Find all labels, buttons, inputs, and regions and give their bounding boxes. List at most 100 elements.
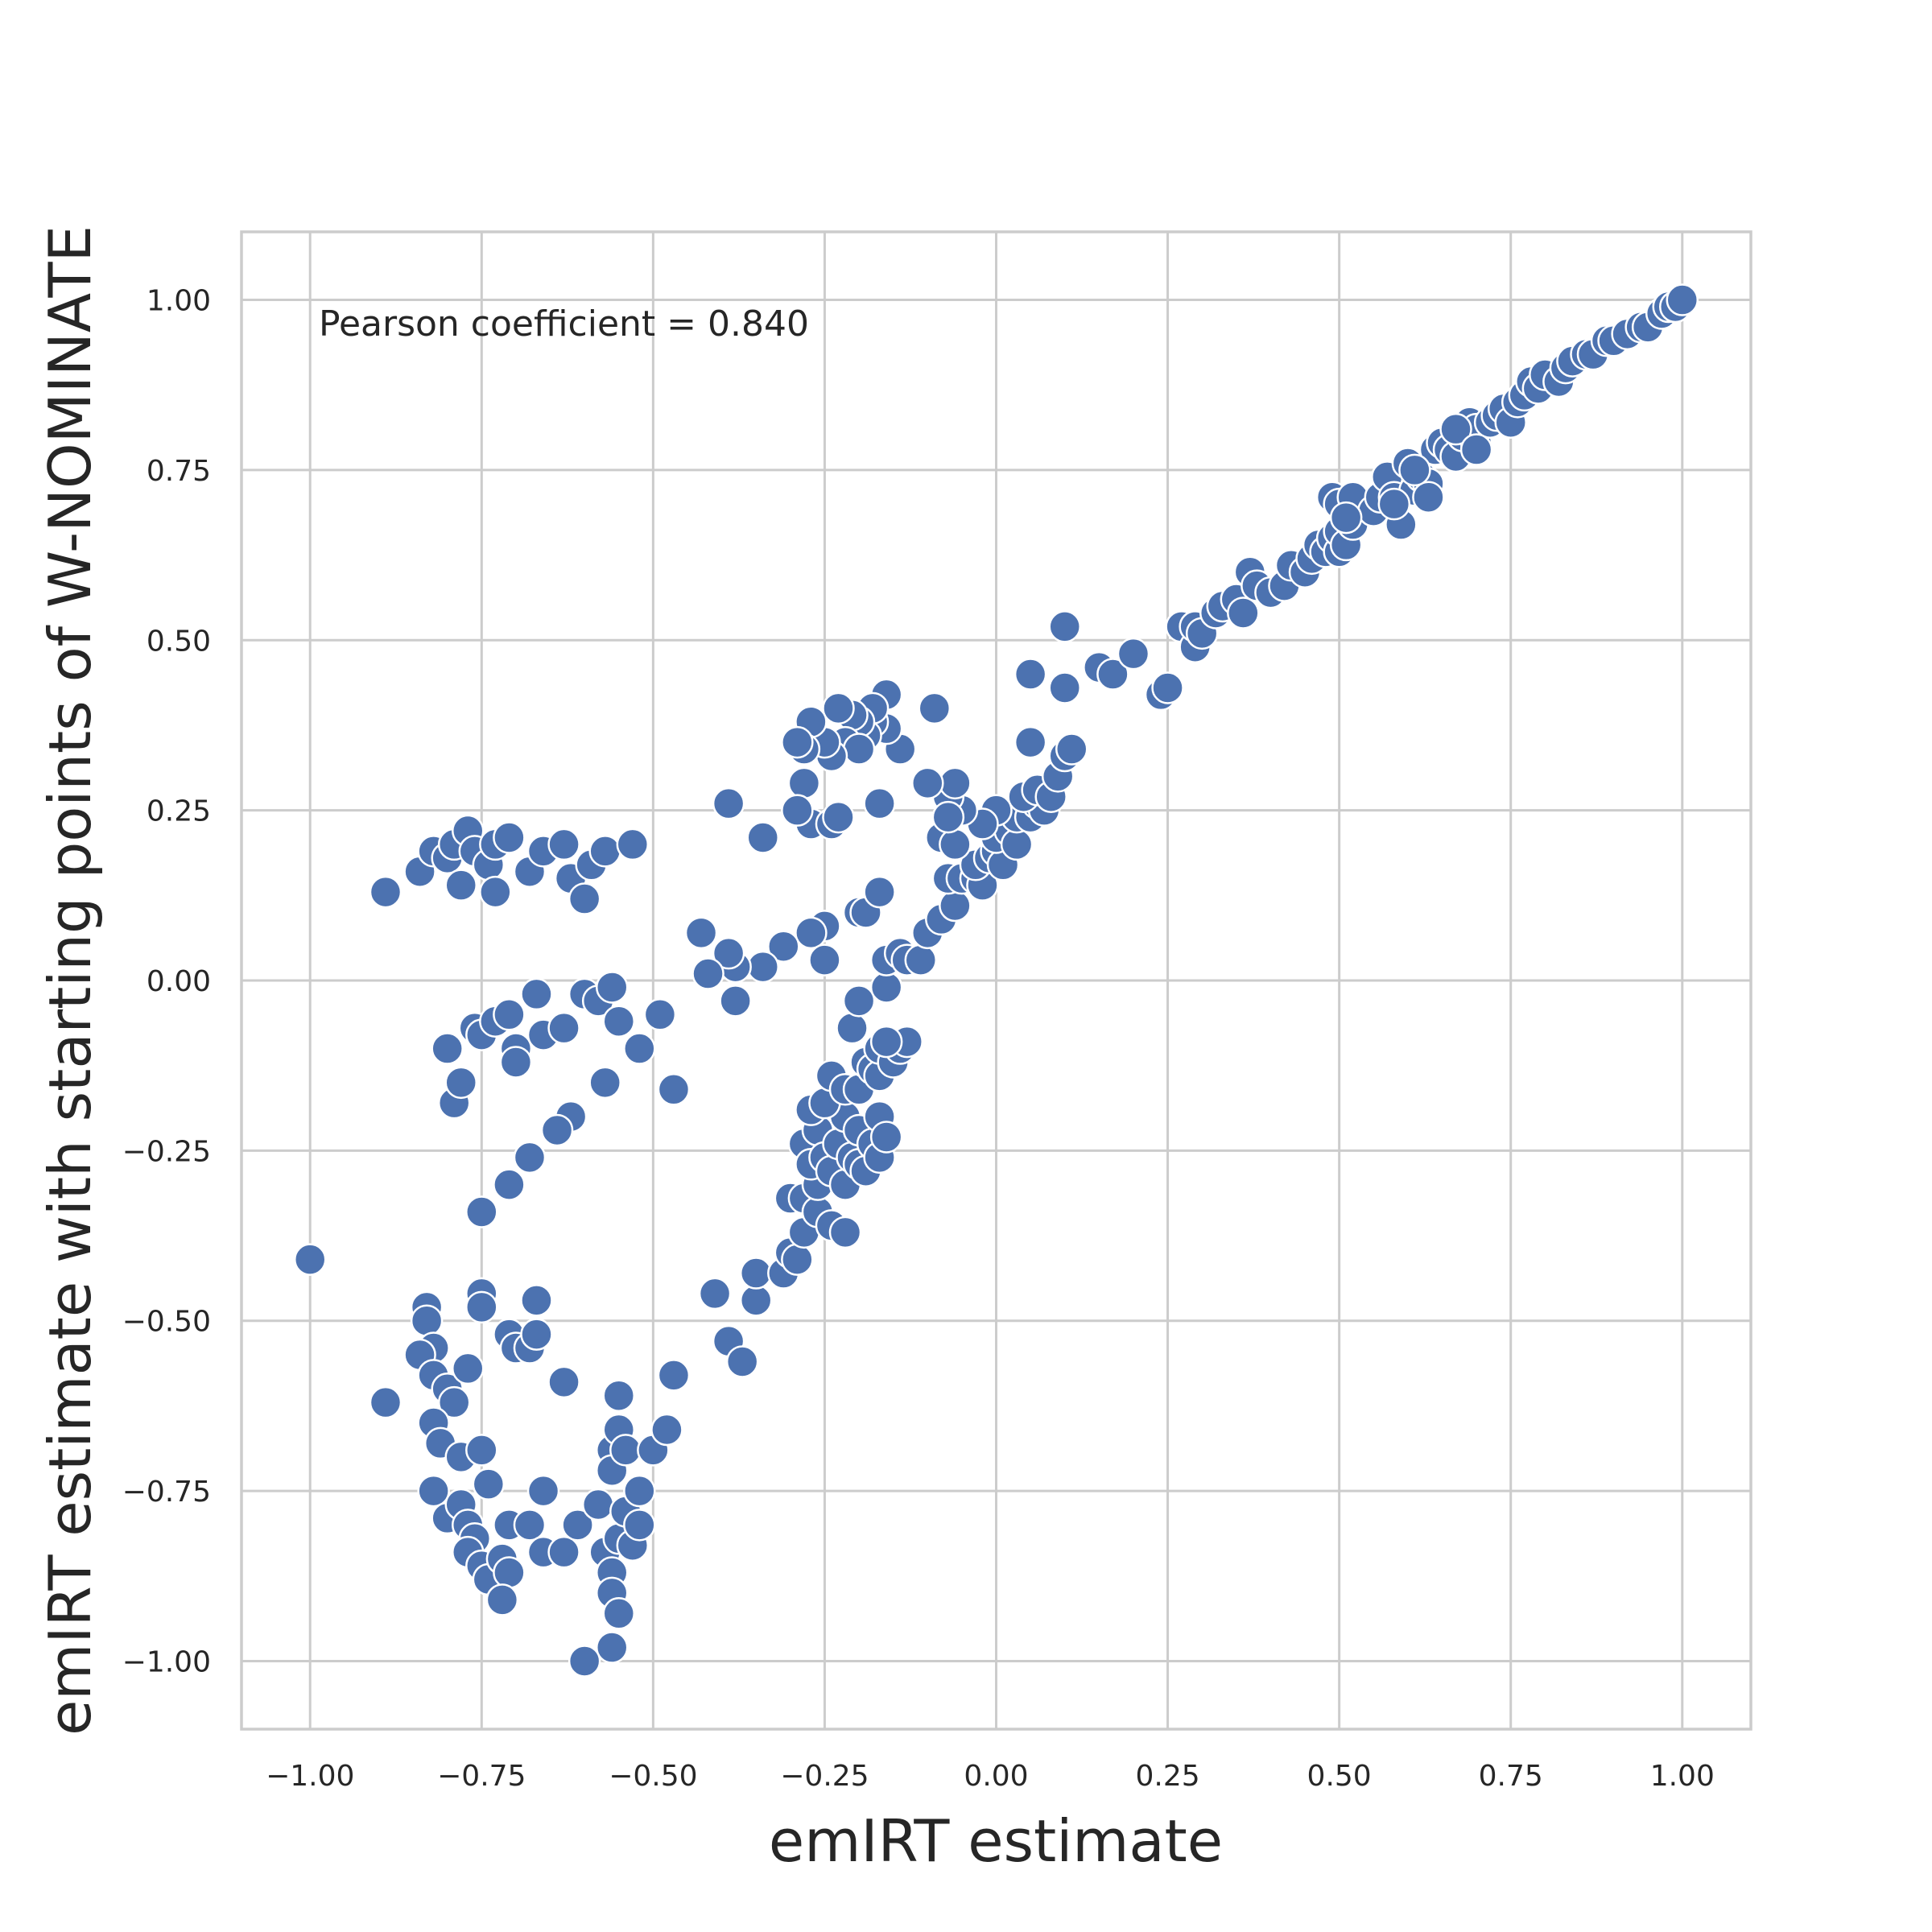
scatter-point bbox=[1329, 501, 1363, 535]
scatter-point bbox=[540, 1113, 574, 1147]
scatter-point bbox=[643, 998, 677, 1031]
scatter-point bbox=[595, 971, 629, 1004]
scatter-point bbox=[869, 1121, 903, 1154]
scatter-point bbox=[444, 1066, 477, 1100]
scatter-point bbox=[767, 930, 800, 963]
y-tick-label: 0.50 bbox=[147, 625, 211, 658]
y-tick-label: 1.00 bbox=[147, 285, 211, 318]
scatter-point bbox=[465, 1290, 498, 1324]
scatter-point bbox=[719, 985, 752, 1018]
scatter-point bbox=[568, 1645, 601, 1678]
x-tick-label: 0.50 bbox=[1307, 1760, 1372, 1793]
scatter-point bbox=[1412, 481, 1445, 514]
scatter-point bbox=[547, 1011, 580, 1045]
scatter-point bbox=[437, 1385, 471, 1419]
scatter-point bbox=[911, 766, 944, 800]
x-tick-label: 0.00 bbox=[964, 1760, 1028, 1793]
scatter-point bbox=[650, 1413, 683, 1447]
x-tick-label: −0.25 bbox=[780, 1760, 869, 1793]
scatter-point bbox=[465, 1195, 498, 1228]
scatter-point bbox=[931, 800, 965, 834]
scatter-point bbox=[1398, 453, 1431, 487]
scatter-point bbox=[918, 691, 952, 725]
scatter-point bbox=[609, 1434, 642, 1467]
scatter-point bbox=[616, 828, 650, 861]
scatter-point bbox=[746, 950, 779, 984]
x-tick-label: 1.00 bbox=[1650, 1760, 1715, 1793]
scatter-point bbox=[1013, 658, 1047, 691]
scatter-point bbox=[869, 1025, 903, 1059]
scatter-point bbox=[1377, 487, 1411, 521]
plot-frame bbox=[240, 230, 1752, 1731]
scatter-point bbox=[781, 1243, 814, 1276]
scatter-point bbox=[808, 943, 841, 976]
scatter-point bbox=[547, 1535, 580, 1569]
scatter-point bbox=[568, 882, 601, 915]
scatter-point bbox=[822, 800, 855, 834]
y-tick-label: −0.25 bbox=[122, 1135, 211, 1168]
scatter-point bbox=[485, 1583, 519, 1616]
scatter-point bbox=[513, 1509, 547, 1542]
scatter-point bbox=[939, 766, 972, 800]
scatter-point bbox=[1000, 828, 1034, 861]
scatter-point bbox=[725, 1345, 759, 1378]
y-tick-label: 0.00 bbox=[147, 965, 211, 998]
scatter-point bbox=[417, 1474, 450, 1508]
x-axis-title: emIRT estimate bbox=[769, 1807, 1223, 1875]
scatter-point bbox=[1055, 733, 1088, 766]
x-tick-label: 0.25 bbox=[1135, 1760, 1199, 1793]
scatter-point bbox=[1666, 283, 1699, 316]
scatter-point bbox=[1117, 637, 1150, 671]
scatter-point bbox=[939, 828, 972, 861]
pearson-annotation: Pearson coefficient = 0.840 bbox=[319, 303, 809, 345]
scatter-point bbox=[520, 1284, 553, 1317]
y-axis-title: emIRT estimate with starting points of W… bbox=[36, 225, 104, 1736]
scatter-point bbox=[836, 1011, 869, 1045]
scatter-point bbox=[842, 985, 876, 1018]
scatter-point bbox=[1151, 671, 1184, 704]
scatter-point bbox=[452, 1352, 485, 1385]
scatter-point bbox=[547, 828, 580, 861]
scatter-point bbox=[595, 1631, 629, 1664]
scatter-point bbox=[828, 1216, 862, 1249]
scatter-point bbox=[602, 1379, 635, 1412]
x-tick-labels: −1.00 −0.75 −0.50 −0.25 0.00 0.25 0.50 0.75 1.00 bbox=[266, 1760, 1715, 1793]
scatter-point bbox=[493, 821, 526, 854]
scatter-point bbox=[863, 786, 896, 820]
scatter-point bbox=[781, 794, 814, 827]
scatter-point bbox=[493, 1168, 526, 1201]
y-tick-label: −1.00 bbox=[122, 1645, 211, 1678]
scatter-point bbox=[684, 916, 718, 950]
scatter-point bbox=[444, 869, 477, 902]
scatter-point bbox=[1227, 597, 1260, 630]
y-tick-label: −0.75 bbox=[122, 1476, 211, 1509]
scatter-point bbox=[1013, 725, 1047, 759]
scatter-point bbox=[581, 1488, 615, 1521]
scatter-point bbox=[479, 875, 512, 909]
y-tick-label: 0.75 bbox=[147, 455, 211, 488]
y-tick-label: 0.25 bbox=[147, 795, 211, 828]
y-tick-label: −0.50 bbox=[122, 1306, 211, 1339]
scatter-point bbox=[602, 1597, 635, 1630]
scatter-point bbox=[499, 1046, 533, 1079]
scatter-point bbox=[623, 1474, 656, 1508]
scatter-point bbox=[739, 1284, 773, 1317]
scatter-point bbox=[787, 766, 821, 800]
scatter-point bbox=[939, 889, 972, 923]
scatter-point bbox=[1459, 433, 1493, 466]
scatter-point bbox=[561, 1509, 594, 1542]
scatter-point bbox=[520, 1318, 553, 1351]
scatter-point bbox=[863, 875, 896, 909]
scatter-point bbox=[657, 1073, 691, 1106]
scatter-point bbox=[739, 1257, 773, 1290]
x-tick-label: −0.50 bbox=[609, 1760, 697, 1793]
scatter-point bbox=[712, 786, 745, 820]
scatter-point bbox=[623, 1032, 656, 1065]
scatter-point bbox=[869, 971, 903, 1004]
scatter-point bbox=[465, 1434, 498, 1467]
scatter-point bbox=[493, 1556, 526, 1589]
scatter-point bbox=[712, 936, 745, 970]
scatter-point bbox=[588, 835, 621, 868]
scatter-point bbox=[1048, 671, 1081, 704]
